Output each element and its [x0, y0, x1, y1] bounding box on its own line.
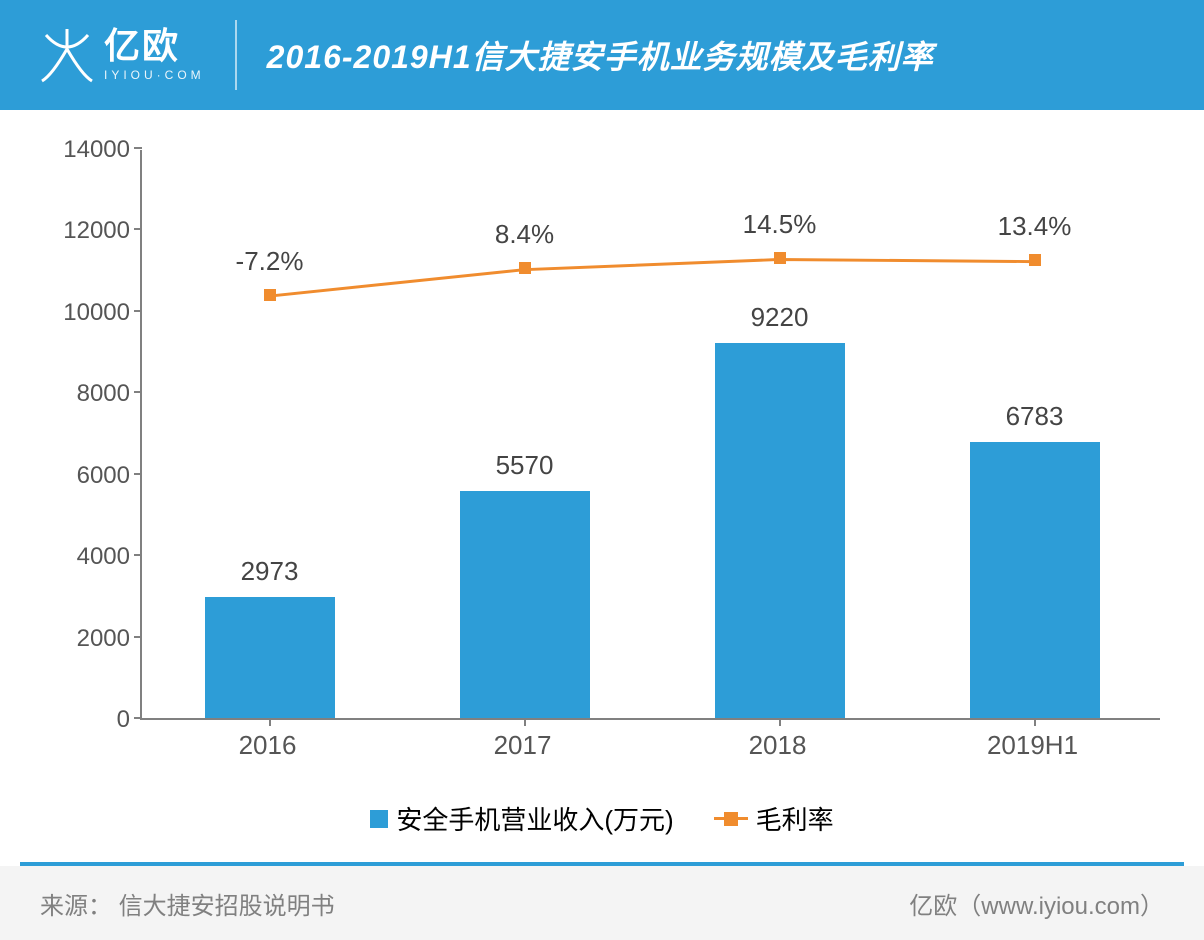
y-tick-label: 10000 — [60, 299, 130, 327]
bar — [205, 597, 335, 718]
footer-right: 亿欧（www.iyiou.com） — [909, 886, 1164, 921]
brand-logo: 亿欧 IYIOU·COM — [40, 20, 237, 90]
y-tick-label: 2000 — [60, 625, 130, 653]
legend-item-bar: 安全手机营业收入(万元) — [370, 800, 673, 837]
brand-name-cn: 亿欧 — [104, 28, 205, 64]
legend-swatch-line — [714, 817, 748, 820]
x-tick-label: 2018 — [749, 730, 807, 761]
header-bar: 亿欧 IYIOU·COM 2016-2019H1信大捷安手机业务规模及毛利率 — [0, 0, 1204, 110]
legend-bar-label: 安全手机营业收入(万元) — [396, 800, 673, 837]
chart-title: 2016-2019H1信大捷安手机业务规模及毛利率 — [267, 32, 934, 78]
x-tick-label: 2016 — [239, 730, 297, 761]
y-tick-mark — [134, 147, 142, 149]
x-tick-label: 2017 — [494, 730, 552, 761]
footer-source: 来源： 信大捷安招股说明书 — [40, 886, 335, 921]
y-tick-label: 12000 — [60, 217, 130, 245]
line-value-label: 8.4% — [495, 219, 554, 250]
bar-value-label: 5570 — [496, 450, 554, 481]
bar — [460, 491, 590, 718]
iyiou-logo-icon — [40, 25, 94, 85]
bar — [970, 442, 1100, 718]
line-value-label: 14.5% — [743, 209, 817, 240]
line-marker — [1029, 254, 1041, 266]
line-value-label: -7.2% — [236, 246, 304, 277]
legend-line-label: 毛利率 — [756, 800, 834, 837]
bar-value-label: 2973 — [241, 556, 299, 587]
y-tick-mark — [134, 391, 142, 393]
line-marker — [264, 289, 276, 301]
brand-name-en: IYIOU·COM — [104, 68, 205, 82]
x-tick-mark — [1034, 718, 1036, 726]
footer-source-prefix: 来源： — [40, 893, 112, 920]
x-tick-mark — [524, 718, 526, 726]
y-tick-mark — [134, 554, 142, 556]
y-tick-label: 14000 — [60, 136, 130, 164]
y-tick-label: 8000 — [60, 380, 130, 408]
bar-value-label: 9220 — [751, 302, 809, 333]
legend: 安全手机营业收入(万元) 毛利率 — [0, 800, 1204, 837]
chart-area: 2973 -7.2% 5570 8.4% 9220 14.5% 6783 13.4% 0 200… — [60, 150, 1160, 780]
line-value-label: 13.4% — [998, 211, 1072, 242]
y-tick-mark — [134, 636, 142, 638]
bar — [715, 343, 845, 718]
x-tick-label: 2019H1 — [987, 730, 1078, 761]
legend-item-line: 毛利率 — [714, 800, 834, 837]
bar-value-label: 6783 — [1006, 401, 1064, 432]
footer-bar: 来源： 信大捷安招股说明书 亿欧（www.iyiou.com） — [0, 866, 1204, 940]
y-tick-mark — [134, 717, 142, 719]
y-tick-mark — [134, 310, 142, 312]
y-tick-mark — [134, 228, 142, 230]
y-tick-label: 6000 — [60, 462, 130, 490]
line-marker — [774, 252, 786, 264]
footer-source-text: 信大捷安招股说明书 — [119, 893, 335, 920]
y-tick-label: 0 — [60, 706, 130, 734]
plot-region: 2973 -7.2% 5570 8.4% 9220 14.5% 6783 13.4% — [140, 150, 1160, 720]
y-tick-label: 4000 — [60, 543, 130, 571]
line-marker — [519, 262, 531, 274]
y-tick-mark — [134, 473, 142, 475]
x-tick-mark — [779, 718, 781, 726]
legend-swatch-bar — [370, 810, 388, 828]
x-tick-mark — [269, 718, 271, 726]
